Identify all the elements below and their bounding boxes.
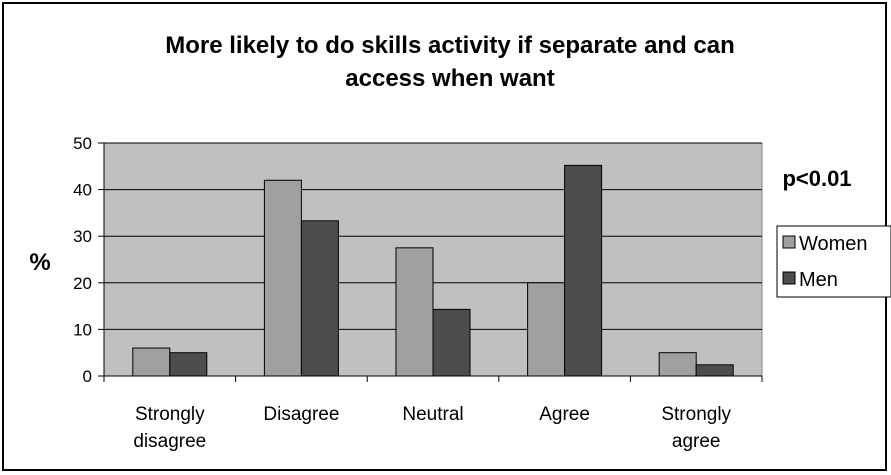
bar-men [300,220,339,377]
bar-women [395,247,434,377]
y-tick-label: 50 [73,134,92,153]
x-category-label: agree [672,431,721,452]
y-tick-label: 20 [73,274,92,293]
legend-box [776,225,891,298]
legend-swatch-women [782,235,796,249]
chart-title-line-1: More likely to do skills activity if sep… [165,32,735,59]
x-category-label: Disagree [263,404,339,425]
x-category-label: Neutral [402,404,463,425]
bar-men [432,308,471,377]
legend-swatch-men [782,271,796,285]
legend: Women Men [776,225,891,298]
plot-area: 0 10 20 30 40 50 Strongly disagree Disagree Neutr… [73,134,763,452]
x-category-label: Strongly [135,404,205,425]
y-tick-label: 30 [73,227,92,246]
y-axis-label: % [29,249,50,276]
bar-women [132,347,171,377]
bar-men [564,164,603,377]
x-category-label: Strongly [661,404,731,425]
y-tick-label: 40 [73,181,92,200]
bar-women [527,282,566,377]
chart-title-line-2: access when want [345,65,554,92]
bar-men [695,364,734,377]
y-tick-label: 0 [83,367,92,386]
x-category-label: Agree [539,404,590,425]
bar-women [658,352,697,377]
y-tick-label: 10 [73,320,92,339]
bar-men [169,352,208,377]
bar-women [263,179,302,377]
x-category-label: disagree [133,431,206,452]
p-value-annotation: p<0.01 [782,166,851,191]
legend-label-men: Men [799,269,838,291]
legend-label-women: Women [799,233,868,255]
